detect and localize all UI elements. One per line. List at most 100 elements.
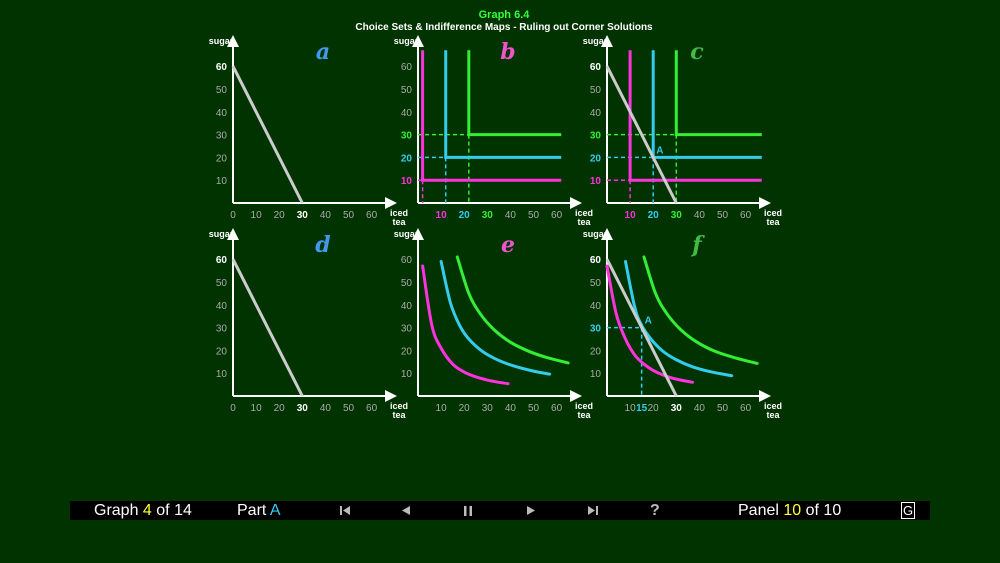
- x-axis-label: tea: [392, 217, 406, 227]
- x-tick-label: 10: [436, 210, 448, 221]
- panel-letter: b: [500, 39, 515, 65]
- glossary-button[interactable]: G: [901, 502, 915, 519]
- previous-button[interactable]: [398, 503, 414, 518]
- y-tick-label: 30: [590, 324, 602, 335]
- graph-counter: Graph 4 of 14: [94, 501, 192, 520]
- y-tick-label: 20: [401, 153, 413, 164]
- x-tick-label: 40: [694, 210, 706, 221]
- y-axis-label: sugar: [394, 36, 419, 46]
- x-tick-label: 20: [648, 210, 660, 221]
- y-tick-label: 10: [401, 176, 413, 187]
- y-tick-label: 30: [590, 131, 602, 142]
- x-axis-label: iced: [390, 401, 408, 411]
- x-tick-label: 50: [528, 403, 540, 414]
- y-tick-label: 60: [216, 255, 228, 266]
- x-tick-label: 60: [366, 210, 378, 221]
- skip-forward-icon: [588, 506, 598, 515]
- x-tick-label: 20: [459, 403, 471, 414]
- y-tick-label: 50: [216, 278, 228, 289]
- graph-title: Graph 6.4: [479, 9, 531, 21]
- step-back-icon: [402, 506, 410, 515]
- x-axis-label: iced: [390, 208, 408, 218]
- y-axis-label: sugar: [583, 229, 608, 239]
- x-tick-label: 10: [625, 210, 637, 221]
- graph-total: of 14: [156, 502, 192, 519]
- x-tick-label: 10: [625, 403, 637, 414]
- y-tick-label: 20: [590, 346, 602, 357]
- part-value: A: [269, 502, 281, 519]
- y-tick-label: 10: [216, 369, 228, 380]
- y-tick-label: 60: [216, 62, 228, 73]
- x-tick-label: 20: [274, 210, 286, 221]
- y-tick-label: 40: [401, 108, 413, 119]
- y-tick-label: 30: [401, 131, 413, 142]
- panel-letter: f: [690, 232, 705, 258]
- indifference-curve-green: [455, 255, 570, 365]
- panel-letter: d: [315, 232, 330, 258]
- indifference-curve-green: [674, 50, 762, 137]
- help-button[interactable]: ?: [650, 502, 660, 519]
- x-tick-label: 50: [343, 210, 355, 221]
- y-tick-label: 30: [216, 131, 228, 142]
- x-tick-label: 40: [320, 403, 332, 414]
- graph-number: 4: [142, 502, 152, 519]
- indifference-curve-cyan: [444, 50, 562, 159]
- x-tick-label: 50: [717, 210, 729, 221]
- indifference-curve-cyan: [651, 50, 762, 159]
- x-tick-label: 15: [636, 403, 648, 414]
- x-tick-label: 60: [740, 210, 752, 221]
- skip-back-icon: [340, 506, 350, 515]
- y-tick-label: 10: [590, 176, 602, 187]
- pause-button[interactable]: [460, 503, 476, 518]
- indifference-curve-green: [467, 50, 562, 137]
- control-bar: Graph 4 of 14 Part A ? Panel 10 of 10: [70, 501, 930, 520]
- x-axis-label: iced: [764, 401, 782, 411]
- y-axis-label: sugar: [209, 36, 234, 46]
- x-tick-label: 30: [482, 210, 494, 221]
- x-tick-label: 30: [482, 403, 494, 414]
- play-icon: [527, 506, 535, 515]
- y-tick-label: 50: [401, 85, 413, 96]
- x-tick-label: 50: [717, 403, 729, 414]
- graph-label: Graph: [94, 502, 139, 519]
- indifference-curve-magenta: [421, 50, 562, 182]
- x-tick-label: 30: [297, 210, 309, 221]
- indifference-curve-magenta: [628, 50, 762, 182]
- x-axis-label: tea: [577, 217, 591, 227]
- y-axis-label: sugar: [209, 229, 234, 239]
- first-button[interactable]: [337, 503, 353, 518]
- x-tick-label: 20: [648, 403, 660, 414]
- x-tick-label: 20: [274, 403, 286, 414]
- x-tick-label: 60: [551, 210, 563, 221]
- x-axis-label: iced: [575, 208, 593, 218]
- y-tick-label: 20: [590, 153, 602, 164]
- y-tick-label: 60: [401, 255, 413, 266]
- y-axis-label: sugar: [394, 229, 419, 239]
- x-tick-label: 60: [366, 403, 378, 414]
- panel-counter: Panel 10 of 10: [738, 501, 841, 520]
- y-tick-label: 50: [590, 278, 602, 289]
- x-tick-label: 40: [320, 210, 332, 221]
- part-indicator[interactable]: Part A: [237, 501, 281, 520]
- indifference-curve-magenta: [421, 264, 510, 386]
- x-tick-label: 10: [251, 403, 263, 414]
- y-tick-label: 60: [401, 62, 413, 73]
- x-tick-label: 30: [297, 403, 309, 414]
- last-button[interactable]: [585, 503, 601, 518]
- panel-number: 10: [783, 502, 802, 519]
- x-tick-label: 0: [230, 210, 236, 221]
- x-tick-label: 60: [551, 403, 563, 414]
- y-tick-label: 60: [590, 62, 602, 73]
- x-axis-label: tea: [577, 410, 591, 420]
- y-tick-label: 10: [216, 176, 228, 187]
- panel-label: Panel: [738, 502, 779, 519]
- y-tick-label: 20: [216, 346, 228, 357]
- x-tick-label: 40: [505, 210, 517, 221]
- next-button[interactable]: [523, 503, 539, 518]
